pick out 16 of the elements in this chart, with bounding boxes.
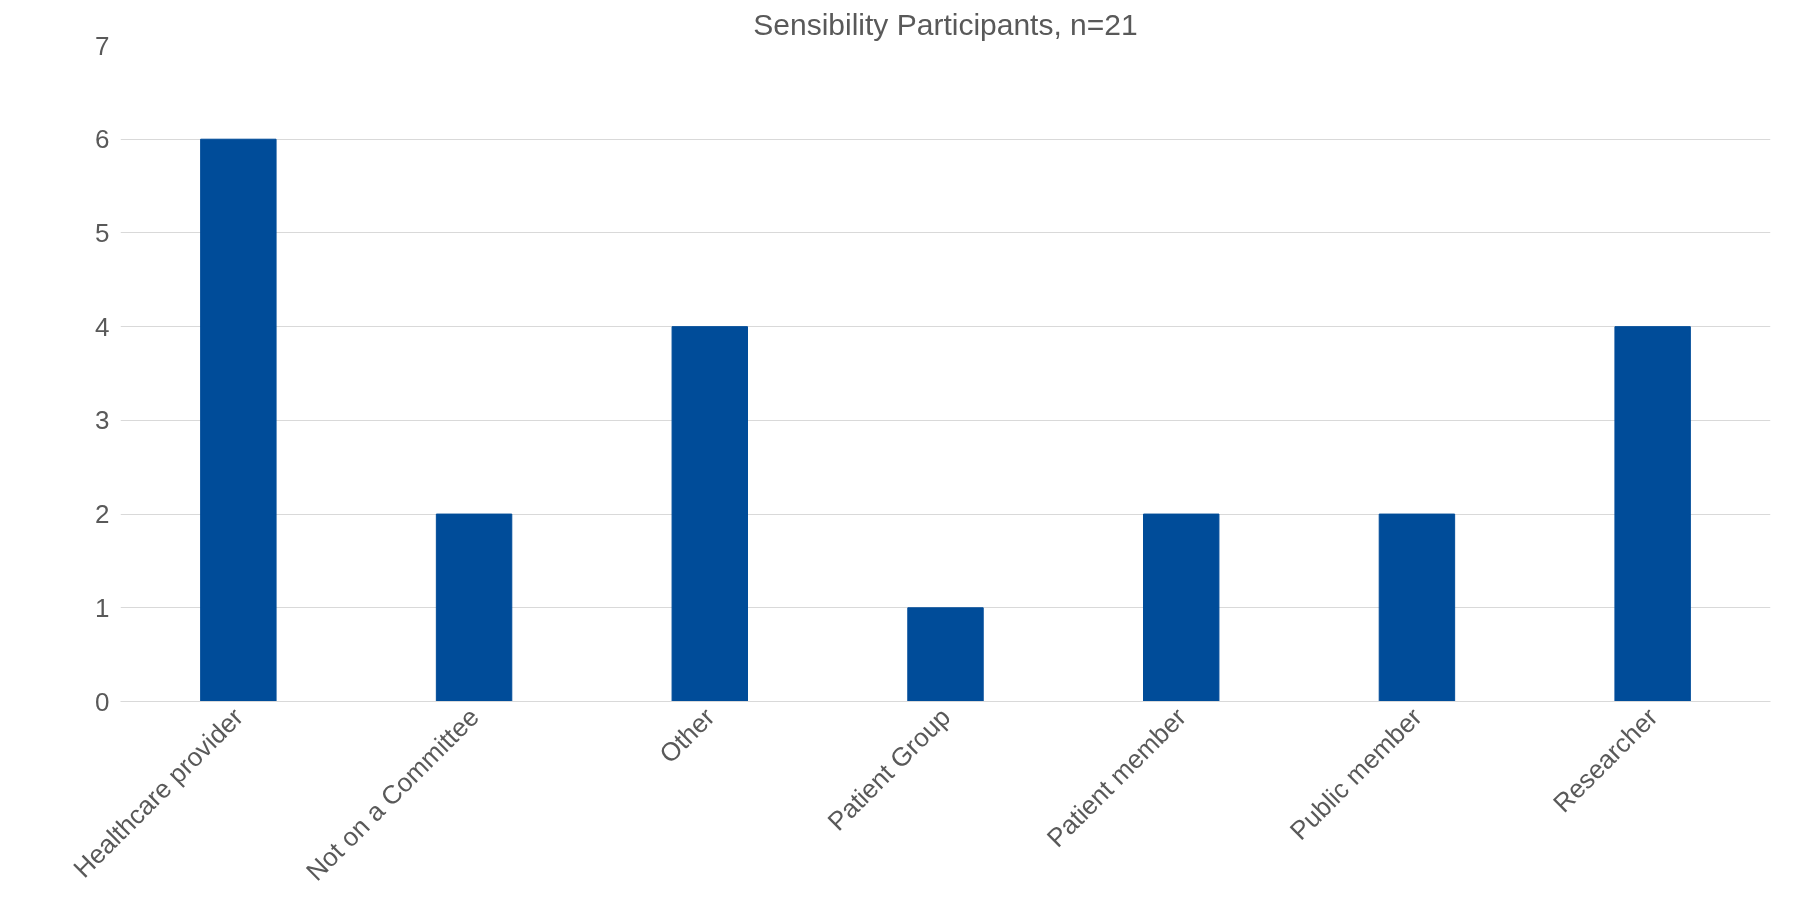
y-tick-label: 3 [95,405,110,436]
y-tick-label: 6 [95,124,110,155]
y-tick-label: 2 [95,499,110,530]
y-tick-label: 0 [95,686,110,717]
y-tick-label: 5 [95,217,110,248]
bar [1614,326,1691,702]
bar [1378,513,1456,702]
y-tick-label: 1 [95,592,110,623]
y-tick-label: 7 [95,30,110,61]
bar [907,607,984,702]
bar [200,138,277,702]
bar [671,326,748,702]
chart-title: Sensibility Participants, n=21 [753,7,1138,41]
y-tick-label: 4 [95,311,110,342]
bar [435,513,513,702]
bar [1143,513,1220,702]
